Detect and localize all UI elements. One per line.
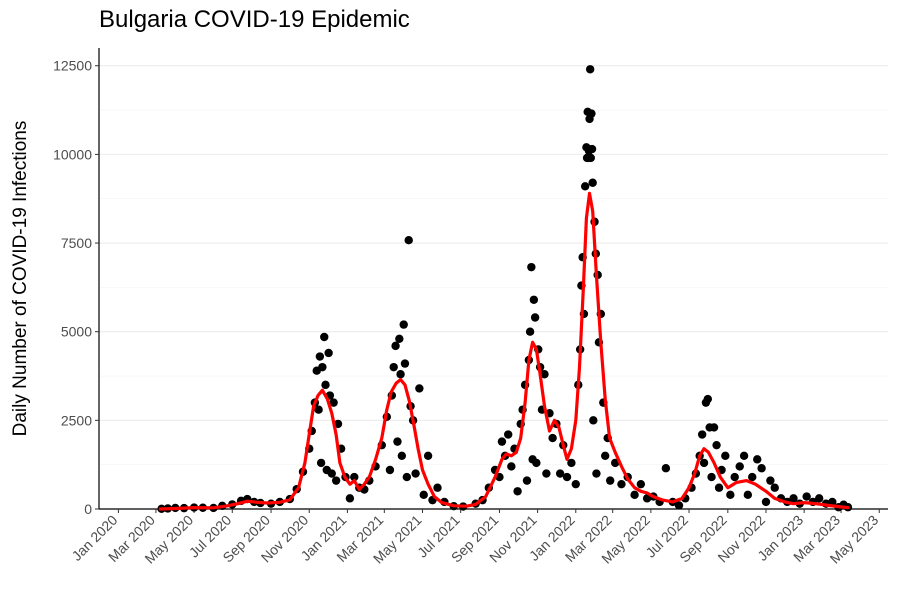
data-point [587,109,596,118]
data-point [404,236,413,245]
data-point [318,362,327,372]
data-point [735,462,744,471]
data-point [617,479,626,489]
data-point [513,487,522,496]
data-point [389,362,398,372]
data-point [721,451,730,461]
data-point [530,313,540,322]
data-point [697,430,707,439]
y-tick-label: 2500 [61,412,92,428]
data-point [397,451,407,461]
data-point [497,437,507,446]
data-point [562,472,572,482]
data-point [743,490,753,500]
data-point [504,430,513,439]
data-point [661,464,671,473]
data-point [507,462,516,471]
data-point [605,476,615,485]
data-point [315,352,325,361]
data-point [707,472,716,482]
data-point [314,405,323,414]
data-point [699,458,709,468]
data-point [548,433,557,443]
data-point [527,262,536,272]
data-point [571,479,580,489]
data-point [703,394,713,404]
data-point [542,469,551,478]
y-tick-label: 0 [84,501,92,517]
y-axis-title: Daily Number of COVID-19 Infections [10,121,31,437]
data-point [828,497,837,507]
chart-title: Bulgaria COVID-19 Epidemic [99,6,410,33]
data-point [600,451,610,461]
data-point [587,144,597,154]
data-point [757,464,766,473]
data-point [674,501,684,510]
data-point [400,359,410,368]
data-point [331,476,341,485]
data-point [726,490,735,500]
data-point [324,348,333,358]
data-point [586,153,595,163]
data-point [814,494,824,503]
data-point [730,472,739,482]
data-point [802,492,811,501]
data-point [789,494,798,503]
data-point [329,398,338,407]
data-point [532,458,541,468]
data-point [393,437,402,446]
y-tick-label: 12500 [53,58,92,74]
data-point [714,483,724,492]
data-point [327,469,336,478]
data-point [399,320,408,329]
data-point [350,472,359,482]
data-point [580,182,590,191]
data-point [709,423,719,432]
data-point [411,469,420,478]
data-point [419,490,428,500]
data-point [753,455,762,464]
data-point [761,497,771,507]
data-point [712,440,721,450]
data-point [395,334,404,343]
data-point [525,327,535,336]
y-tick-label: 5000 [61,324,92,340]
data-point [630,490,639,500]
data-point [555,469,565,478]
data-point [636,479,646,489]
data-point [402,472,412,482]
data-point [766,476,775,485]
data-point [739,451,749,461]
data-point [529,295,539,304]
data-point [589,416,598,425]
data-point [567,458,576,468]
data-point [316,458,326,468]
data-point [748,472,757,482]
data-point [770,483,779,492]
data-point [415,384,424,393]
data-point [592,469,601,478]
y-tick-label: 10000 [53,146,92,162]
data-point [396,370,405,379]
y-tick-label: 7500 [61,235,92,251]
data-point [321,380,330,390]
data-point [320,332,329,342]
data-point [588,178,597,187]
data-point [391,341,400,351]
data-point [522,476,532,485]
moving-average-line [158,191,850,511]
data-point [540,370,549,379]
data-point [345,494,355,503]
data-point [385,465,395,475]
data-point [423,451,433,461]
data-point [433,483,442,492]
data-point [585,65,595,74]
